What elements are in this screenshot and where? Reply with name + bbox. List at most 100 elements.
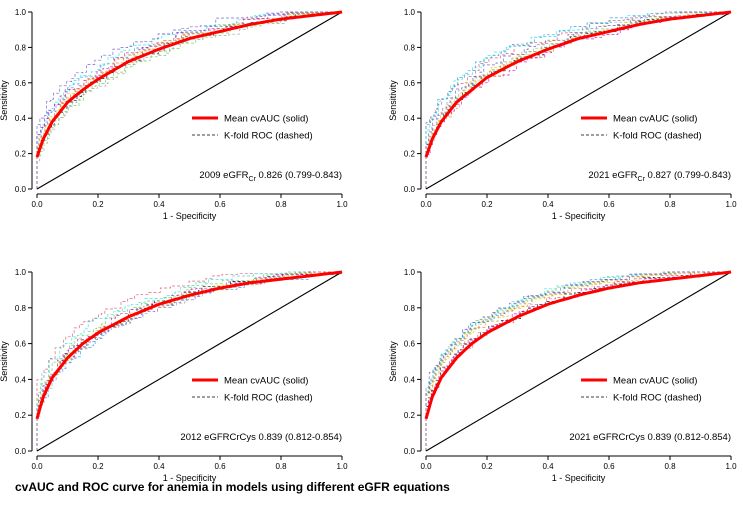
- x-axis-label: 1 - Specificity: [163, 211, 217, 221]
- y-tick-label: 1.0: [404, 268, 416, 277]
- y-tick-label: 0.2: [15, 150, 27, 159]
- y-tick-label: 0.4: [15, 375, 27, 384]
- roc-panel-bottom-right: 0.0 0.2 0.4 0.6 0.8 1.0 0.0 0.2 0.4 0.6 0.8 1.0 1 - …: [388, 268, 737, 483]
- y-tick-label: 0.8: [404, 304, 416, 313]
- x-tick-label: 1.0: [336, 200, 348, 209]
- y-tick-label: 0.0: [15, 185, 27, 194]
- y-axis-label: Sensitivity: [0, 341, 9, 382]
- x-tick-label: 0.4: [542, 200, 554, 209]
- kfold-roc-curve: [425, 271, 731, 451]
- y-tick-label: 0.4: [404, 375, 416, 384]
- x-tick-label: 1.0: [725, 200, 737, 209]
- y-tick-label: 1.0: [15, 268, 27, 277]
- kfold-roc-curve: [425, 271, 731, 451]
- legend-label-kfold: K-fold ROC (dashed): [613, 393, 702, 404]
- kfold-roc-curve: [425, 271, 731, 451]
- x-tick-label: 0.0: [420, 462, 432, 471]
- x-tick-label: 0.0: [31, 462, 43, 471]
- x-axis-label: 1 - Specificity: [552, 211, 606, 221]
- x-tick-label: 1.0: [336, 462, 348, 471]
- y-axis-label: Sensitivity: [0, 80, 9, 121]
- roc-panel-bottom-left: 0.0 0.2 0.4 0.6 0.8 1.0 0.0 0.2 0.4 0.6 0.8 1.0 1 - …: [0, 268, 348, 483]
- x-tick-label: 0.2: [92, 200, 104, 209]
- auc-annotation: 2021 eGFRCrCys 0.839 (0.812-0.854): [569, 432, 731, 443]
- diagonal-reference-line: [36, 11, 343, 190]
- mean-cvauc-curve: [424, 270, 732, 420]
- kfold-roc-curve: [36, 11, 342, 189]
- y-tick-label: 0.8: [404, 43, 416, 52]
- x-tick-label: 0.0: [31, 200, 43, 209]
- kfold-roc-curve: [36, 11, 342, 189]
- y-tick-label: 0.8: [15, 304, 27, 313]
- x-tick-label: 0.4: [153, 200, 165, 209]
- x-tick-label: 0.2: [481, 200, 493, 209]
- legend-label-mean: Mean cvAUC (solid): [224, 376, 308, 387]
- legend-label-mean: Mean cvAUC (solid): [613, 114, 697, 125]
- x-tick-label: 0.6: [214, 462, 226, 471]
- y-tick-label: 0.8: [15, 43, 27, 52]
- y-tick-label: 0.0: [404, 185, 416, 194]
- legend-label-kfold: K-fold ROC (dashed): [613, 131, 702, 142]
- y-tick-label: 1.0: [15, 8, 27, 17]
- diagonal-reference-line: [425, 271, 732, 452]
- kfold-roc-curve: [425, 11, 731, 189]
- kfold-roc-curve: [36, 271, 342, 451]
- legend-label-kfold: K-fold ROC (dashed): [224, 393, 313, 404]
- kfold-roc-curve: [36, 11, 342, 189]
- x-axis-label: 1 - Specificity: [552, 473, 606, 483]
- x-tick-label: 0.2: [481, 462, 493, 471]
- roc-panel-top-right: 0.0 0.2 0.4 0.6 0.8 1.0 0.0 0.2 0.4 0.6 0.8 1.0 1 - …: [388, 8, 737, 221]
- auc-annotation: 2009 eGFRCr 0.826 (0.799-0.843): [199, 170, 342, 183]
- x-tick-label: 0.2: [92, 462, 104, 471]
- mean-cvauc-curve: [35, 270, 343, 420]
- kfold-roc-curve: [36, 271, 342, 451]
- x-tick-label: 0.6: [603, 462, 615, 471]
- x-tick-label: 0.0: [420, 200, 432, 209]
- y-axis-label: Sensitivity: [388, 341, 398, 382]
- roc-panel-top-left: 0.0 0.2 0.4 0.6 0.8 1.0 0.0 0.2 0.4 0.6 0.8 1.0 1 - …: [0, 8, 348, 221]
- figure-caption: cvAUC and ROC curve for anemia in models…: [15, 480, 450, 494]
- mean-cvauc-curve: [424, 10, 732, 158]
- y-tick-label: 1.0: [404, 8, 416, 17]
- x-tick-label: 0.8: [275, 200, 287, 209]
- diagonal-reference-line: [425, 11, 732, 190]
- kfold-roc-curve: [425, 271, 731, 451]
- x-tick-label: 1.0: [725, 462, 737, 471]
- x-tick-label: 0.8: [275, 462, 287, 471]
- kfold-roc-curve: [425, 11, 731, 189]
- y-tick-label: 0.6: [15, 79, 27, 88]
- mean-cvauc-curve: [35, 10, 343, 158]
- x-tick-label: 0.6: [603, 200, 615, 209]
- kfold-roc-curve: [36, 271, 342, 451]
- kfold-roc-curve: [425, 11, 731, 189]
- auc-annotation: 2012 eGFRCrCys 0.839 (0.812-0.854): [180, 432, 342, 443]
- diagonal-reference-line: [36, 271, 343, 452]
- y-tick-label: 0.2: [15, 411, 27, 420]
- y-tick-label: 0.6: [404, 340, 416, 349]
- y-tick-label: 0.4: [404, 114, 416, 123]
- x-tick-label: 0.8: [664, 462, 676, 471]
- kfold-roc-curve: [36, 271, 342, 451]
- y-tick-label: 0.6: [15, 340, 27, 349]
- kfold-roc-curve: [425, 11, 731, 189]
- y-tick-label: 0.0: [15, 447, 27, 456]
- x-axis-label: 1 - Specificity: [163, 473, 217, 483]
- x-tick-label: 0.4: [153, 462, 165, 471]
- legend-label-mean: Mean cvAUC (solid): [613, 376, 697, 387]
- legend-label-kfold: K-fold ROC (dashed): [224, 131, 313, 142]
- kfold-roc-curve: [425, 271, 731, 451]
- y-tick-label: 0.4: [15, 114, 27, 123]
- y-tick-label: 0.2: [404, 411, 416, 420]
- y-tick-label: 0.6: [404, 79, 416, 88]
- y-tick-label: 0.2: [404, 150, 416, 159]
- x-tick-label: 0.8: [664, 200, 676, 209]
- auc-annotation: 2021 eGFRCr 0.827 (0.799-0.843): [588, 170, 731, 183]
- y-tick-label: 0.0: [404, 447, 416, 456]
- x-tick-label: 0.6: [214, 200, 226, 209]
- x-tick-label: 0.4: [542, 462, 554, 471]
- legend-label-mean: Mean cvAUC (solid): [224, 114, 308, 125]
- kfold-roc-curve: [36, 11, 342, 189]
- y-axis-label: Sensitivity: [388, 80, 398, 121]
- kfold-roc-curve: [425, 271, 731, 451]
